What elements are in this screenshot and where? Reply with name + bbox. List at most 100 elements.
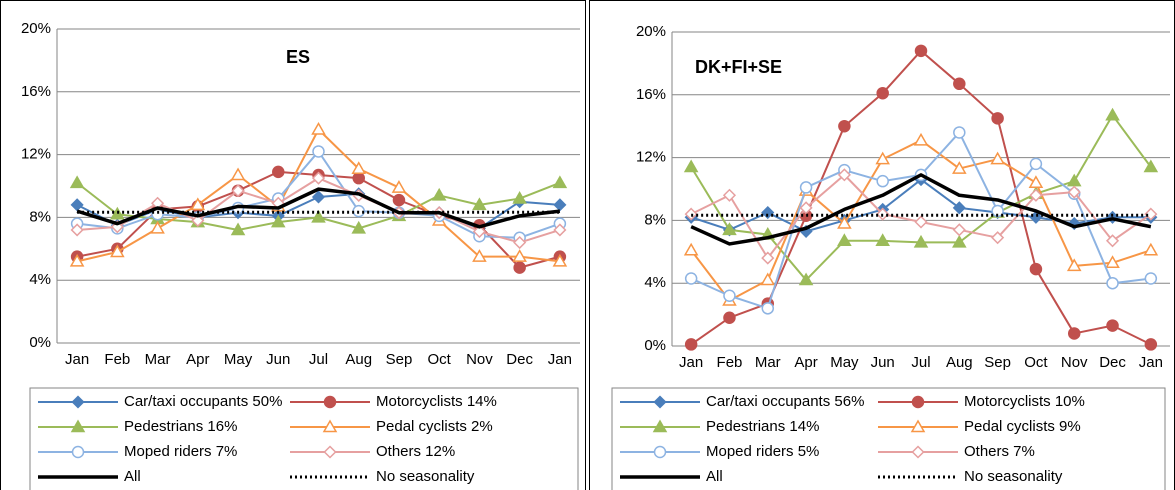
x-tick-label: Jul bbox=[309, 351, 328, 368]
data-point bbox=[70, 198, 84, 212]
data-point bbox=[552, 175, 568, 189]
data-point bbox=[684, 338, 698, 351]
y-tick-label: 8% bbox=[644, 211, 666, 228]
legend-marker bbox=[323, 395, 337, 409]
y-tick-label: 16% bbox=[21, 83, 51, 100]
data-point bbox=[952, 223, 966, 237]
legend-label: Pedestrians 14% bbox=[706, 418, 819, 435]
legend-label: Moped riders 7% bbox=[124, 443, 237, 460]
data-point bbox=[311, 209, 326, 223]
data-point bbox=[272, 165, 285, 179]
y-tick-label: 12% bbox=[21, 146, 51, 163]
data-point bbox=[952, 161, 967, 174]
data-point bbox=[722, 188, 737, 202]
data-point bbox=[351, 161, 367, 174]
data-point bbox=[1143, 242, 1159, 256]
legend-label: All bbox=[124, 468, 141, 485]
data-point bbox=[1144, 272, 1158, 285]
x-tick-label: Sep bbox=[984, 354, 1011, 371]
data-point bbox=[512, 191, 527, 204]
legend-marker bbox=[910, 419, 926, 433]
x-tick-label: Apr bbox=[186, 351, 209, 368]
legend-marker bbox=[70, 419, 86, 433]
data-point bbox=[110, 244, 125, 258]
y-tick-label: 4% bbox=[29, 271, 51, 288]
data-point bbox=[722, 222, 737, 236]
data-point bbox=[683, 242, 699, 256]
data-point bbox=[1143, 159, 1159, 173]
legend-label: No seasonality bbox=[964, 468, 1063, 485]
x-tick-label: Jun bbox=[871, 354, 895, 371]
data-point bbox=[351, 220, 367, 234]
data-point bbox=[838, 119, 851, 133]
data-point bbox=[914, 44, 928, 58]
y-tick-label: 4% bbox=[644, 274, 666, 291]
x-tick-label: Dec bbox=[506, 351, 533, 368]
data-point bbox=[552, 253, 568, 267]
data-point bbox=[190, 197, 206, 211]
x-tick-label: Sep bbox=[386, 351, 413, 368]
legend-label: Car/taxi occupants 56% bbox=[706, 393, 864, 410]
data-point bbox=[1028, 175, 1044, 188]
data-point bbox=[875, 233, 890, 247]
data-point bbox=[952, 234, 967, 248]
data-point bbox=[875, 151, 890, 165]
data-point bbox=[1144, 338, 1158, 351]
series-line bbox=[690, 173, 1152, 246]
data-point bbox=[472, 249, 487, 262]
x-tick-label: Feb bbox=[717, 354, 743, 371]
data-point bbox=[191, 213, 205, 228]
data-point bbox=[472, 197, 487, 211]
y-tick-label: 12% bbox=[636, 149, 666, 166]
data-point bbox=[1106, 276, 1119, 290]
x-tick-label: Jan bbox=[1139, 354, 1163, 371]
data-point bbox=[837, 233, 852, 247]
x-tick-label: Jan bbox=[65, 351, 89, 368]
data-point bbox=[1029, 262, 1043, 276]
y-tick-label: 0% bbox=[644, 337, 666, 354]
data-point bbox=[683, 159, 699, 173]
y-tick-label: 8% bbox=[29, 208, 51, 225]
legend-marker bbox=[652, 419, 668, 433]
legend-box bbox=[29, 387, 579, 490]
data-point bbox=[760, 272, 776, 286]
data-point bbox=[761, 302, 775, 315]
data-point bbox=[913, 234, 929, 248]
chart-title: DK+FI+SE bbox=[695, 57, 782, 77]
data-point bbox=[270, 214, 286, 228]
data-point bbox=[150, 220, 165, 234]
data-point bbox=[312, 145, 325, 158]
data-point bbox=[798, 272, 814, 286]
legend-marker bbox=[322, 419, 338, 433]
legend-label: Motorcyclists 10% bbox=[964, 393, 1085, 410]
data-point bbox=[230, 222, 246, 236]
data-point bbox=[1029, 157, 1043, 171]
x-tick-label: Nov bbox=[1061, 354, 1088, 371]
data-point bbox=[472, 224, 486, 239]
data-point bbox=[1067, 327, 1081, 340]
data-point bbox=[513, 235, 527, 250]
data-point bbox=[392, 193, 406, 207]
x-tick-label: May bbox=[830, 354, 859, 371]
legend-marker bbox=[323, 445, 337, 459]
data-point bbox=[991, 231, 1005, 245]
data-point bbox=[431, 187, 447, 201]
data-point bbox=[69, 253, 85, 267]
legend-label: Car/taxi occupants 50% bbox=[124, 393, 282, 410]
x-tick-label: Jun bbox=[266, 351, 290, 368]
x-tick-label: Jan bbox=[679, 354, 703, 371]
y-tick-label: 20% bbox=[21, 20, 51, 37]
data-point bbox=[990, 151, 1005, 165]
y-tick-label: 0% bbox=[29, 334, 51, 351]
data-point bbox=[1105, 234, 1120, 248]
legend-label: Others 7% bbox=[964, 443, 1035, 460]
data-point bbox=[837, 168, 851, 182]
data-point bbox=[952, 201, 966, 215]
legend-label: Pedal cyclists 9% bbox=[964, 418, 1081, 435]
x-tick-label: Oct bbox=[428, 351, 452, 368]
x-tick-label: Jan bbox=[548, 351, 572, 368]
data-point bbox=[1144, 207, 1158, 221]
data-point bbox=[799, 201, 813, 215]
y-tick-label: 20% bbox=[636, 23, 666, 40]
data-point bbox=[311, 171, 326, 185]
